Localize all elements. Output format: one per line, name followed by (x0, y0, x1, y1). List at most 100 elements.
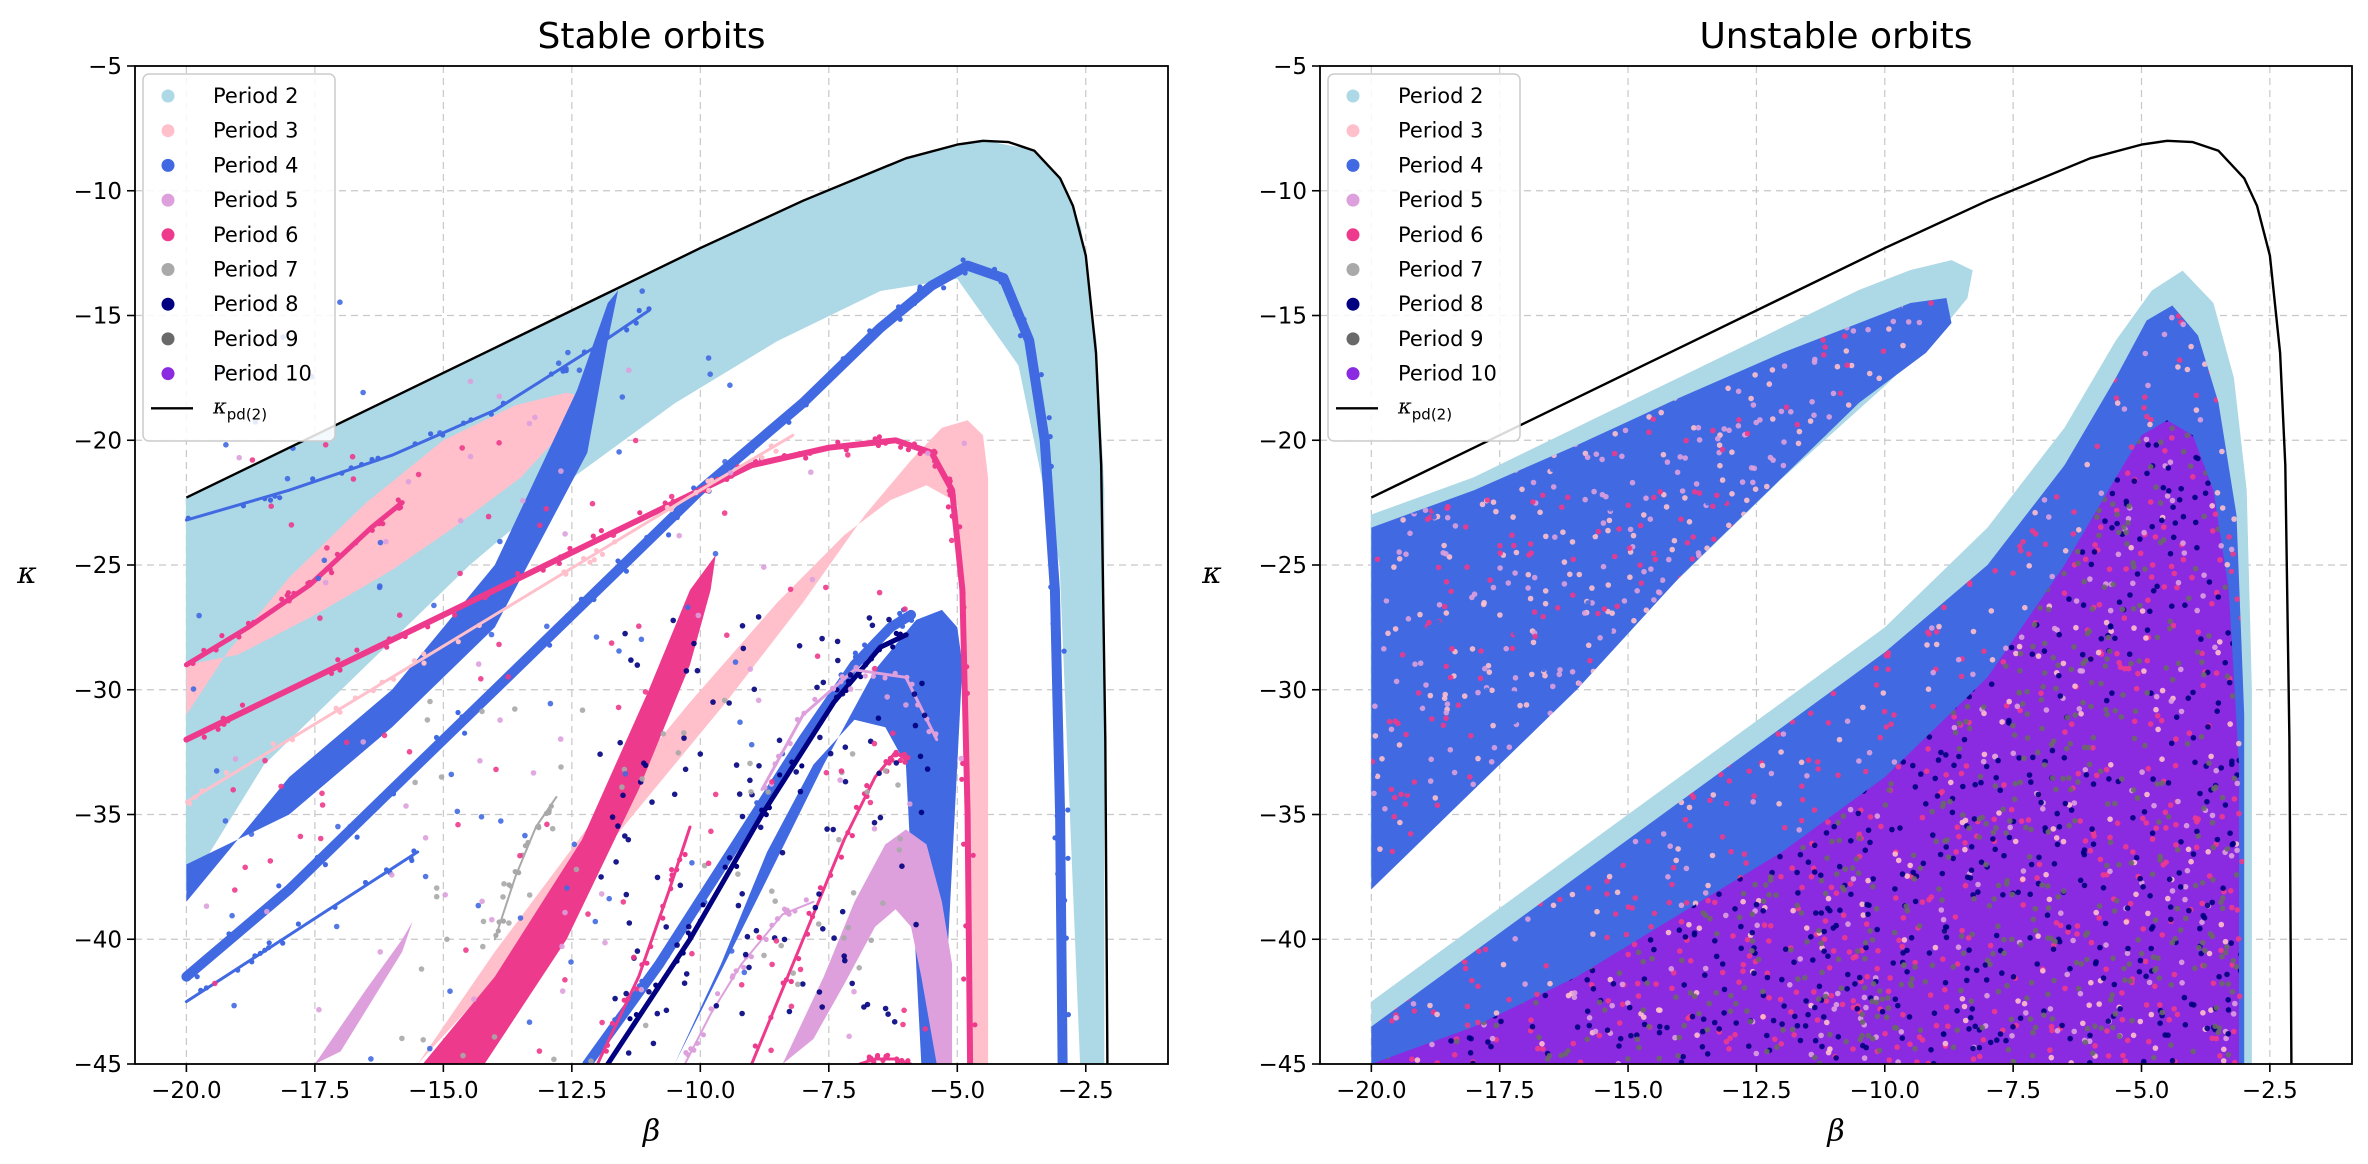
scatter-point (1863, 454, 1870, 461)
scatter-point (1474, 808, 1480, 815)
scatter-point (1605, 527, 1611, 534)
scatter-point (1664, 459, 1671, 465)
scatter-point (2008, 644, 2015, 651)
scatter-point (1764, 974, 1771, 981)
scatter-point (1473, 903, 1480, 910)
scatter-point (1638, 716, 1644, 723)
scatter-point (960, 760, 966, 767)
scatter-point (2081, 882, 2088, 889)
scatter-point (2036, 854, 2042, 861)
scatter-point (838, 854, 845, 860)
scatter-point (1721, 498, 1727, 504)
scatter-point (2029, 528, 2036, 534)
scatter-point (1468, 687, 1475, 694)
scatter-point (520, 497, 526, 504)
scatter-point (685, 647, 691, 654)
scatter-point (1371, 974, 1378, 981)
scatter-point (1671, 970, 1677, 976)
scatter-point (1428, 843, 1434, 849)
scatter-point (1567, 571, 1573, 578)
x-tick-label: −12.5 (537, 1078, 607, 1104)
scatter-point (1815, 669, 1821, 675)
scatter-point (2024, 317, 2030, 323)
scatter-point (1670, 753, 1677, 760)
scatter-point (1874, 926, 1880, 933)
scatter-point (1469, 891, 1476, 897)
scatter-point (1892, 424, 1899, 431)
scatter-point (1482, 946, 1489, 953)
scatter-point (226, 931, 232, 937)
scatter-point (1383, 598, 1390, 604)
scatter-point (1691, 489, 1698, 495)
scatter-point (2173, 842, 2179, 848)
scatter-point (2119, 990, 2125, 996)
scatter-point (500, 400, 506, 406)
scatter-point (1649, 710, 1655, 716)
scatter-point (1717, 462, 1723, 469)
scatter-point (919, 680, 925, 687)
scatter-point (1931, 1010, 1938, 1016)
scatter-point (1753, 901, 1760, 908)
scatter-point (1371, 758, 1376, 765)
scatter-point (1416, 855, 1422, 861)
scatter-point (2082, 556, 2089, 562)
scatter-point (1589, 585, 1595, 591)
scatter-point (1945, 1023, 1951, 1029)
scatter-point (547, 700, 554, 707)
scatter-point (1566, 419, 1573, 425)
scatter-point (1958, 770, 1965, 777)
scatter-point (1747, 579, 1754, 585)
scatter-point (2141, 809, 2148, 815)
scatter-point (1736, 417, 1742, 423)
scatter-point (1592, 533, 1599, 540)
scatter-point (1579, 372, 1586, 378)
scatter-point (1519, 646, 1526, 652)
scatter-point (1743, 573, 1749, 580)
scatter-point (2148, 926, 2155, 932)
scatter-point (500, 1027, 507, 1033)
scatter-point (1932, 383, 1939, 390)
scatter-point (2065, 929, 2071, 935)
scatter-point (1989, 377, 1995, 384)
scatter-point (644, 960, 650, 966)
scatter-point (337, 299, 343, 306)
scatter-point (1695, 424, 1702, 431)
scatter-point (1469, 646, 1476, 652)
scatter-point (248, 831, 255, 837)
scatter-point (1588, 357, 1595, 364)
scatter-point (626, 920, 633, 926)
scatter-point (2010, 974, 2017, 980)
scatter-point (2020, 538, 2026, 545)
scatter-point (1470, 781, 1476, 788)
scatter-point (639, 978, 645, 985)
scatter-point (1828, 992, 1835, 999)
scatter-point (2192, 519, 2199, 526)
scatter-point (1970, 329, 1977, 335)
scatter-point (198, 987, 204, 994)
scatter-point (2190, 735, 2197, 741)
scatter-point (2145, 597, 2151, 603)
scatter-point (1840, 570, 1847, 577)
region-period-5 (782, 829, 953, 1064)
scatter-point (1662, 695, 1669, 702)
scatter-point (1805, 757, 1812, 763)
scatter-point (1530, 850, 1537, 856)
scatter-point (1850, 1046, 1856, 1052)
scatter-point (642, 1022, 649, 1029)
scatter-point (1782, 612, 1789, 619)
scatter-point (1821, 1014, 1827, 1020)
scatter-point (1971, 397, 1977, 404)
scatter-point (190, 659, 196, 665)
scatter-point (1542, 334, 1549, 340)
scatter-point (803, 455, 809, 461)
scatter-point (671, 791, 678, 798)
scatter-point (1712, 578, 1719, 585)
scatter-point (493, 932, 499, 939)
scatter-point (205, 958, 211, 964)
scatter-point (1465, 819, 1472, 826)
scatter-point (891, 1019, 898, 1025)
scatter-point (2161, 524, 2167, 530)
scatter-point (1442, 691, 1448, 698)
scatter-point (1585, 696, 1591, 702)
scatter-point (1875, 532, 1882, 539)
